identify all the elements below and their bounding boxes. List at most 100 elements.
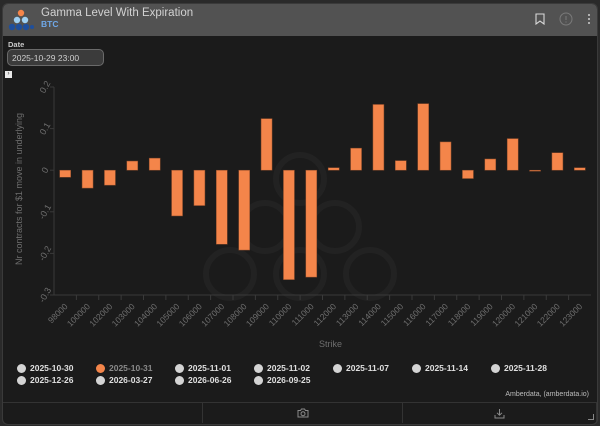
x-tick-label: 106000 [177, 301, 204, 328]
legend-label: 2025-10-31 [109, 363, 153, 373]
y-tick-label: 0.1 [38, 121, 53, 137]
bar-103000[interactable] [126, 160, 139, 171]
legend-label: 2025-11-01 [188, 363, 232, 373]
bar-106000[interactable] [193, 169, 206, 206]
legend-marker-icon [491, 363, 500, 373]
y-tick-label: 0.2 [38, 79, 53, 95]
legend-item-2025-11-07[interactable]: 2025-11-07 [333, 363, 412, 373]
legend-item-2026-03-27[interactable]: 2026-03-27 [96, 375, 175, 385]
legend-marker-icon [96, 363, 105, 373]
legend-marker-icon [333, 363, 342, 373]
footer-spacer [3, 403, 203, 423]
x-tick-label: 117000 [423, 301, 450, 328]
legend-item-2025-10-31[interactable]: 2025-10-31 [96, 363, 175, 373]
bar-113000[interactable] [350, 147, 362, 171]
x-tick-label: 115000 [379, 301, 406, 328]
data-credit: Amberdata, (amberdata.io) [505, 391, 589, 398]
screenshot-button[interactable] [203, 403, 403, 423]
widget-title: Gamma Level With Expiration [41, 7, 194, 19]
y-tick-label: -0.1 [37, 203, 53, 221]
legend-item-2025-10-30[interactable]: 2025-10-30 [17, 363, 96, 373]
y-tick-label: 0 [39, 166, 50, 175]
more-vertical-icon[interactable] [587, 13, 591, 25]
x-tick-label: 104000 [132, 301, 159, 328]
expand-toggle-button[interactable]: › [5, 71, 12, 78]
info-icon[interactable] [559, 12, 573, 26]
bar-120000[interactable] [506, 138, 519, 171]
x-tick-label: 123000 [557, 301, 584, 328]
x-tick-label: 120000 [490, 301, 517, 328]
legend-marker-icon [254, 375, 263, 385]
legend-label: 2026-09-25 [267, 375, 311, 385]
widget-header: Gamma Level With Expiration BTC [3, 4, 597, 36]
y-tick-label: -0.3 [37, 286, 53, 304]
x-tick-label: 105000 [154, 301, 181, 328]
legend-marker-icon [175, 375, 184, 385]
legend-item-2026-06-26[interactable]: 2026-06-26 [175, 375, 254, 385]
bar-116000[interactable] [417, 103, 429, 171]
download-icon [494, 408, 505, 418]
x-tick-label: 111000 [289, 301, 315, 327]
x-tick-label: 116000 [401, 301, 428, 328]
bar-104000[interactable] [148, 157, 161, 171]
legend-label: 2026-06-26 [188, 375, 232, 385]
bar-100000[interactable] [81, 169, 94, 189]
bar-112000[interactable] [327, 167, 340, 171]
x-tick-label: 108000 [221, 301, 248, 328]
bar-115000[interactable] [395, 160, 407, 171]
date-input[interactable]: 2025-10-29 23:00 [7, 49, 104, 66]
legend-label: 2025-11-02 [267, 363, 311, 373]
legend-row: 2025-12-26 2026-03-27 2026-06-26 2026-09-25 [17, 374, 587, 386]
widget-subtitle: BTC [41, 19, 59, 29]
widget-panel: Gamma Level With Expiration BTC Date 202… [2, 3, 598, 425]
legend-item-2025-11-01[interactable]: 2025-11-01 [175, 363, 254, 373]
y-axis-label: Nr contracts for $1 move in underlying [14, 113, 24, 265]
bar-107000[interactable] [216, 169, 228, 245]
bar-119000[interactable] [484, 158, 497, 171]
legend-item-2025-11-14[interactable]: 2025-11-14 [412, 363, 491, 373]
legend-label: 2025-11-28 [504, 363, 548, 373]
bar-122000[interactable] [551, 152, 564, 171]
legend-item-2025-11-02[interactable]: 2025-11-02 [254, 363, 333, 373]
x-tick-label: 114000 [356, 301, 383, 328]
bookmark-icon[interactable] [535, 13, 545, 25]
legend-item-2026-09-25[interactable]: 2026-09-25 [254, 375, 333, 385]
widget-footer [3, 402, 597, 423]
x-tick-label: 112000 [311, 301, 338, 328]
bar-110000[interactable] [283, 169, 295, 280]
legend-item-2025-11-28[interactable]: 2025-11-28 [491, 363, 570, 373]
legend-marker-icon [254, 363, 263, 373]
x-tick-label: 107000 [199, 301, 226, 328]
download-button[interactable] [403, 403, 597, 423]
legend-item-2025-12-26[interactable]: 2025-12-26 [17, 375, 96, 385]
x-axis-label: Strike [319, 339, 342, 349]
watermark-logo [203, 152, 397, 301]
x-tick-label: 118000 [446, 301, 473, 328]
bar-105000[interactable] [171, 169, 183, 217]
bar-123000[interactable] [574, 167, 586, 171]
camera-icon [297, 408, 308, 418]
legend-label: 2025-11-14 [425, 363, 469, 373]
bar-121000[interactable] [529, 169, 541, 172]
bar-114000[interactable] [372, 104, 385, 171]
legend-label: 2025-10-30 [30, 363, 74, 373]
x-tick-label: 110000 [267, 301, 294, 328]
bar-98000[interactable] [59, 169, 71, 178]
legend-marker-icon [17, 375, 26, 385]
legend-marker-icon [412, 363, 421, 373]
legend-marker-icon [96, 375, 105, 385]
x-tick-label: 102000 [87, 301, 114, 328]
bar-111000[interactable] [305, 169, 318, 278]
bar-118000[interactable] [462, 169, 474, 179]
legend-label: 2026-03-27 [109, 375, 153, 385]
legend-marker-icon [17, 363, 26, 373]
bar-102000[interactable] [104, 169, 116, 186]
resize-handle[interactable] [588, 414, 594, 420]
bar-108000[interactable] [238, 169, 250, 251]
y-tick-label: -0.2 [37, 244, 53, 262]
x-tick-label: 103000 [110, 301, 137, 328]
bar-117000[interactable] [439, 141, 452, 171]
bar-109000[interactable] [260, 118, 273, 171]
x-tick-label: 121000 [512, 301, 539, 328]
x-tick-label: 122000 [535, 301, 562, 328]
